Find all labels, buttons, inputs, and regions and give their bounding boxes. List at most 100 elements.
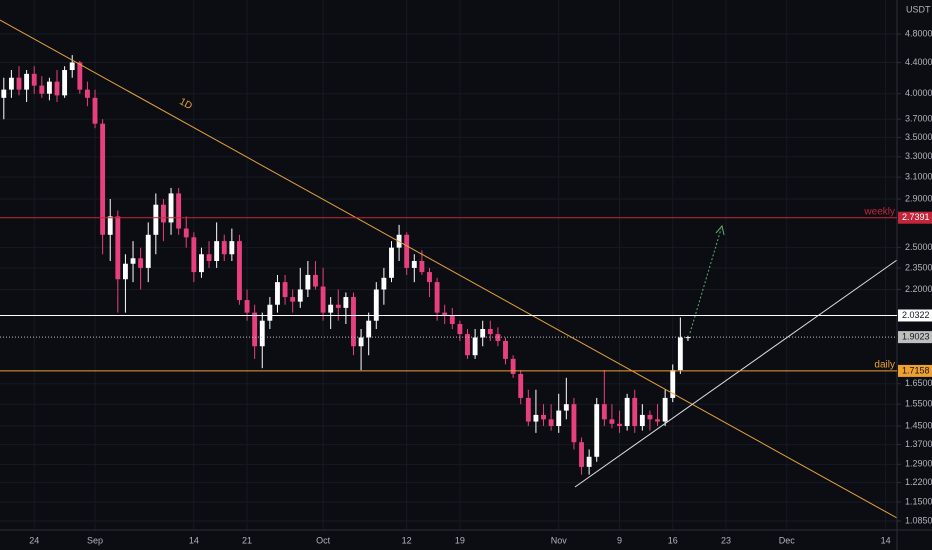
arrow-head xyxy=(715,224,725,236)
y-tick-label: 3.5000 xyxy=(905,132,932,142)
candle-body xyxy=(510,358,516,374)
candle-body xyxy=(647,414,653,420)
candle-body xyxy=(237,241,242,301)
candle-body xyxy=(366,320,372,338)
price-tag-label: 2.0322 xyxy=(902,310,930,320)
y-tick-label: 1.0850 xyxy=(905,515,932,525)
candle-body xyxy=(541,414,546,420)
x-tick-label: Sep xyxy=(87,535,103,545)
candle-body xyxy=(624,397,630,427)
y-tick-label: 1.3700 xyxy=(905,439,932,449)
candle-body xyxy=(214,241,220,262)
candle-body xyxy=(525,397,531,422)
candle-body xyxy=(465,334,470,356)
x-tick-label: Nov xyxy=(551,535,568,545)
y-tick-label: 4.0000 xyxy=(905,88,932,98)
candle-body xyxy=(206,254,212,262)
candle-body xyxy=(472,337,478,356)
trendline-label: 1D xyxy=(177,96,194,112)
y-tick-label: 3.3000 xyxy=(905,151,932,161)
candle-body xyxy=(290,297,296,302)
y-tick-label: 4.8000 xyxy=(905,28,932,38)
candle-body xyxy=(107,216,113,235)
candle-body xyxy=(381,277,387,290)
candle-body xyxy=(297,289,303,302)
candle-body xyxy=(617,423,622,427)
y-tick-label: 1.5500 xyxy=(905,399,932,409)
candle-body xyxy=(221,241,227,255)
candle-body xyxy=(191,237,197,273)
currency-label: USDT xyxy=(906,4,931,14)
y-tick-label: 4.4000 xyxy=(905,57,932,67)
candle-body xyxy=(183,228,189,238)
x-tick-label: 9 xyxy=(617,535,622,545)
candle-body xyxy=(670,370,676,398)
y-tick-label: 1.2900 xyxy=(905,459,932,469)
candle-body xyxy=(8,77,14,90)
candle-body xyxy=(389,247,394,278)
candle-body xyxy=(138,258,144,268)
price-tag xyxy=(898,331,932,344)
candle-body xyxy=(358,337,364,347)
candle-body xyxy=(677,337,683,371)
candle-body xyxy=(442,312,448,316)
candle-body xyxy=(145,234,151,268)
y-tick-label: 3.7000 xyxy=(905,114,932,124)
price-tag-label: 1.7158 xyxy=(902,365,930,375)
price-tag xyxy=(898,309,932,322)
candle-body xyxy=(16,77,22,90)
candle-body xyxy=(579,442,584,467)
candle-body xyxy=(305,274,311,290)
x-tick-label: 12 xyxy=(402,535,412,545)
candle-body xyxy=(594,404,600,457)
candle-body xyxy=(31,73,37,86)
candle-body xyxy=(343,297,349,308)
candle-body xyxy=(503,340,508,359)
candle-body xyxy=(632,397,638,427)
candle-body xyxy=(176,193,182,229)
candle-body xyxy=(662,397,668,422)
candle-body xyxy=(373,289,379,321)
x-tick-label: 16 xyxy=(668,535,678,545)
candle-body xyxy=(548,419,554,427)
candle-body xyxy=(229,241,235,255)
candle-body xyxy=(54,81,60,96)
y-tick-label: 2.3500 xyxy=(905,262,932,272)
candle-body xyxy=(495,334,501,341)
candle-body xyxy=(427,272,432,283)
candle-body xyxy=(601,404,607,420)
candle-body xyxy=(244,300,250,313)
candle-body xyxy=(259,320,265,347)
candle-body xyxy=(586,456,592,467)
candle-body xyxy=(130,258,136,264)
candle-body xyxy=(275,282,280,305)
y-tick-label: 1.4500 xyxy=(905,420,932,430)
candle-body xyxy=(39,85,45,94)
y-tick-label: 2.5000 xyxy=(905,242,932,252)
candle-body xyxy=(100,123,106,235)
candle-body xyxy=(122,263,128,280)
candle-body xyxy=(518,373,524,398)
price-tag-label: 2.7391 xyxy=(902,212,930,222)
candle-body xyxy=(46,81,52,94)
candle-body xyxy=(411,261,417,268)
candle-body xyxy=(84,89,90,98)
y-tick-label: 2.9000 xyxy=(905,193,932,203)
candle-body xyxy=(168,193,174,223)
x-tick-label: 24 xyxy=(29,535,39,545)
candle-body xyxy=(1,89,7,98)
candle-body xyxy=(199,254,204,273)
candle-body xyxy=(533,414,539,422)
candle-body xyxy=(639,414,645,427)
candle-body xyxy=(609,419,615,424)
y-tick-label: 3.1000 xyxy=(905,172,932,182)
candle-body xyxy=(434,282,440,313)
candle-body xyxy=(161,204,166,223)
level-label: daily xyxy=(874,360,895,371)
candle-body xyxy=(328,304,334,313)
price-tag-label: 1.9023 xyxy=(902,331,930,341)
candle-body xyxy=(563,404,569,411)
